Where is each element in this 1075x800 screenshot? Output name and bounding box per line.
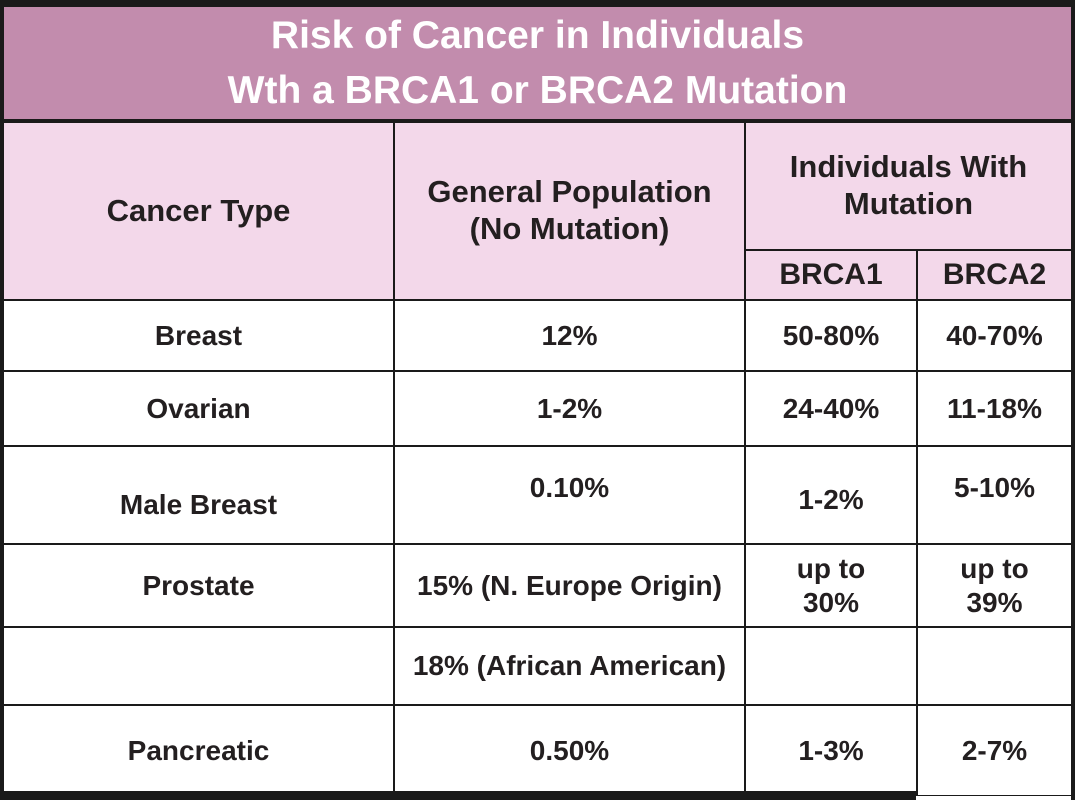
cell-male-breast-brca1-text: 1-2% xyxy=(798,484,864,516)
header-cancer-type: Cancer Type xyxy=(4,123,393,299)
cell-ovarian-label: Ovarian xyxy=(4,372,393,445)
cell-prostate-brca2-text: up to 39% xyxy=(960,553,1029,618)
cell-prostate-label: Prostate xyxy=(4,545,393,626)
cell-prostate-brca1: up to 30% xyxy=(746,545,916,626)
cell-prostate2-label xyxy=(4,628,393,704)
cell-pancreatic-brca1: 1-3% xyxy=(746,706,916,795)
cell-ovarian-brca1: 24-40% xyxy=(746,372,916,445)
cell-pancreatic-brca2: 2-7% xyxy=(918,706,1071,795)
header-general-population: General Population (No Mutation) xyxy=(395,123,744,299)
table-title-line2: Wth a BRCA1 or BRCA2 Mutation xyxy=(227,69,848,112)
cell-prostate2-general: 18% (African American) xyxy=(395,628,744,704)
cell-male-breast-brca2-text: 5-10% xyxy=(954,472,1035,504)
cell-male-breast-general: 0.10% xyxy=(395,447,744,543)
cell-pancreatic-label: Pancreatic xyxy=(4,706,393,795)
cell-pancreatic-general: 0.50% xyxy=(395,706,744,795)
cell-male-breast-brca2: 5-10% xyxy=(918,447,1071,543)
cell-breast-brca2: 40-70% xyxy=(918,301,1071,370)
risk-table: Cancer Type General Population (No Mutat… xyxy=(4,123,1071,796)
cell-prostate-brca1-text: up to 30% xyxy=(796,553,866,618)
cell-prostate-general: 15% (N. Europe Origin) xyxy=(395,545,744,626)
cell-male-breast-label: Male Breast xyxy=(4,447,393,543)
table-title: Risk of Cancer in Individuals Wth a BRCA… xyxy=(4,7,1071,123)
cell-prostate-brca2: up to 39% xyxy=(918,545,1071,626)
cell-male-breast-label-text: Male Breast xyxy=(119,489,278,521)
bottom-border-bar xyxy=(4,791,916,800)
cell-breast-general: 12% xyxy=(395,301,744,370)
cell-male-breast-brca1: 1-2% xyxy=(746,447,916,543)
header-brca2: BRCA2 xyxy=(918,251,1071,299)
cell-prostate2-brca2 xyxy=(918,628,1071,704)
cell-ovarian-brca2: 11-18% xyxy=(918,372,1071,445)
header-individuals-with-mutation: Individuals With Mutation xyxy=(746,123,1071,249)
header-brca1: BRCA1 xyxy=(746,251,916,299)
cell-ovarian-general: 1-2% xyxy=(395,372,744,445)
cell-breast-brca1: 50-80% xyxy=(746,301,916,370)
cell-male-breast-general-text: 0.10% xyxy=(529,472,610,504)
table-title-line1: Risk of Cancer in Individuals xyxy=(270,14,805,57)
cell-prostate2-brca1 xyxy=(746,628,916,704)
cell-breast-label: Breast xyxy=(4,301,393,370)
